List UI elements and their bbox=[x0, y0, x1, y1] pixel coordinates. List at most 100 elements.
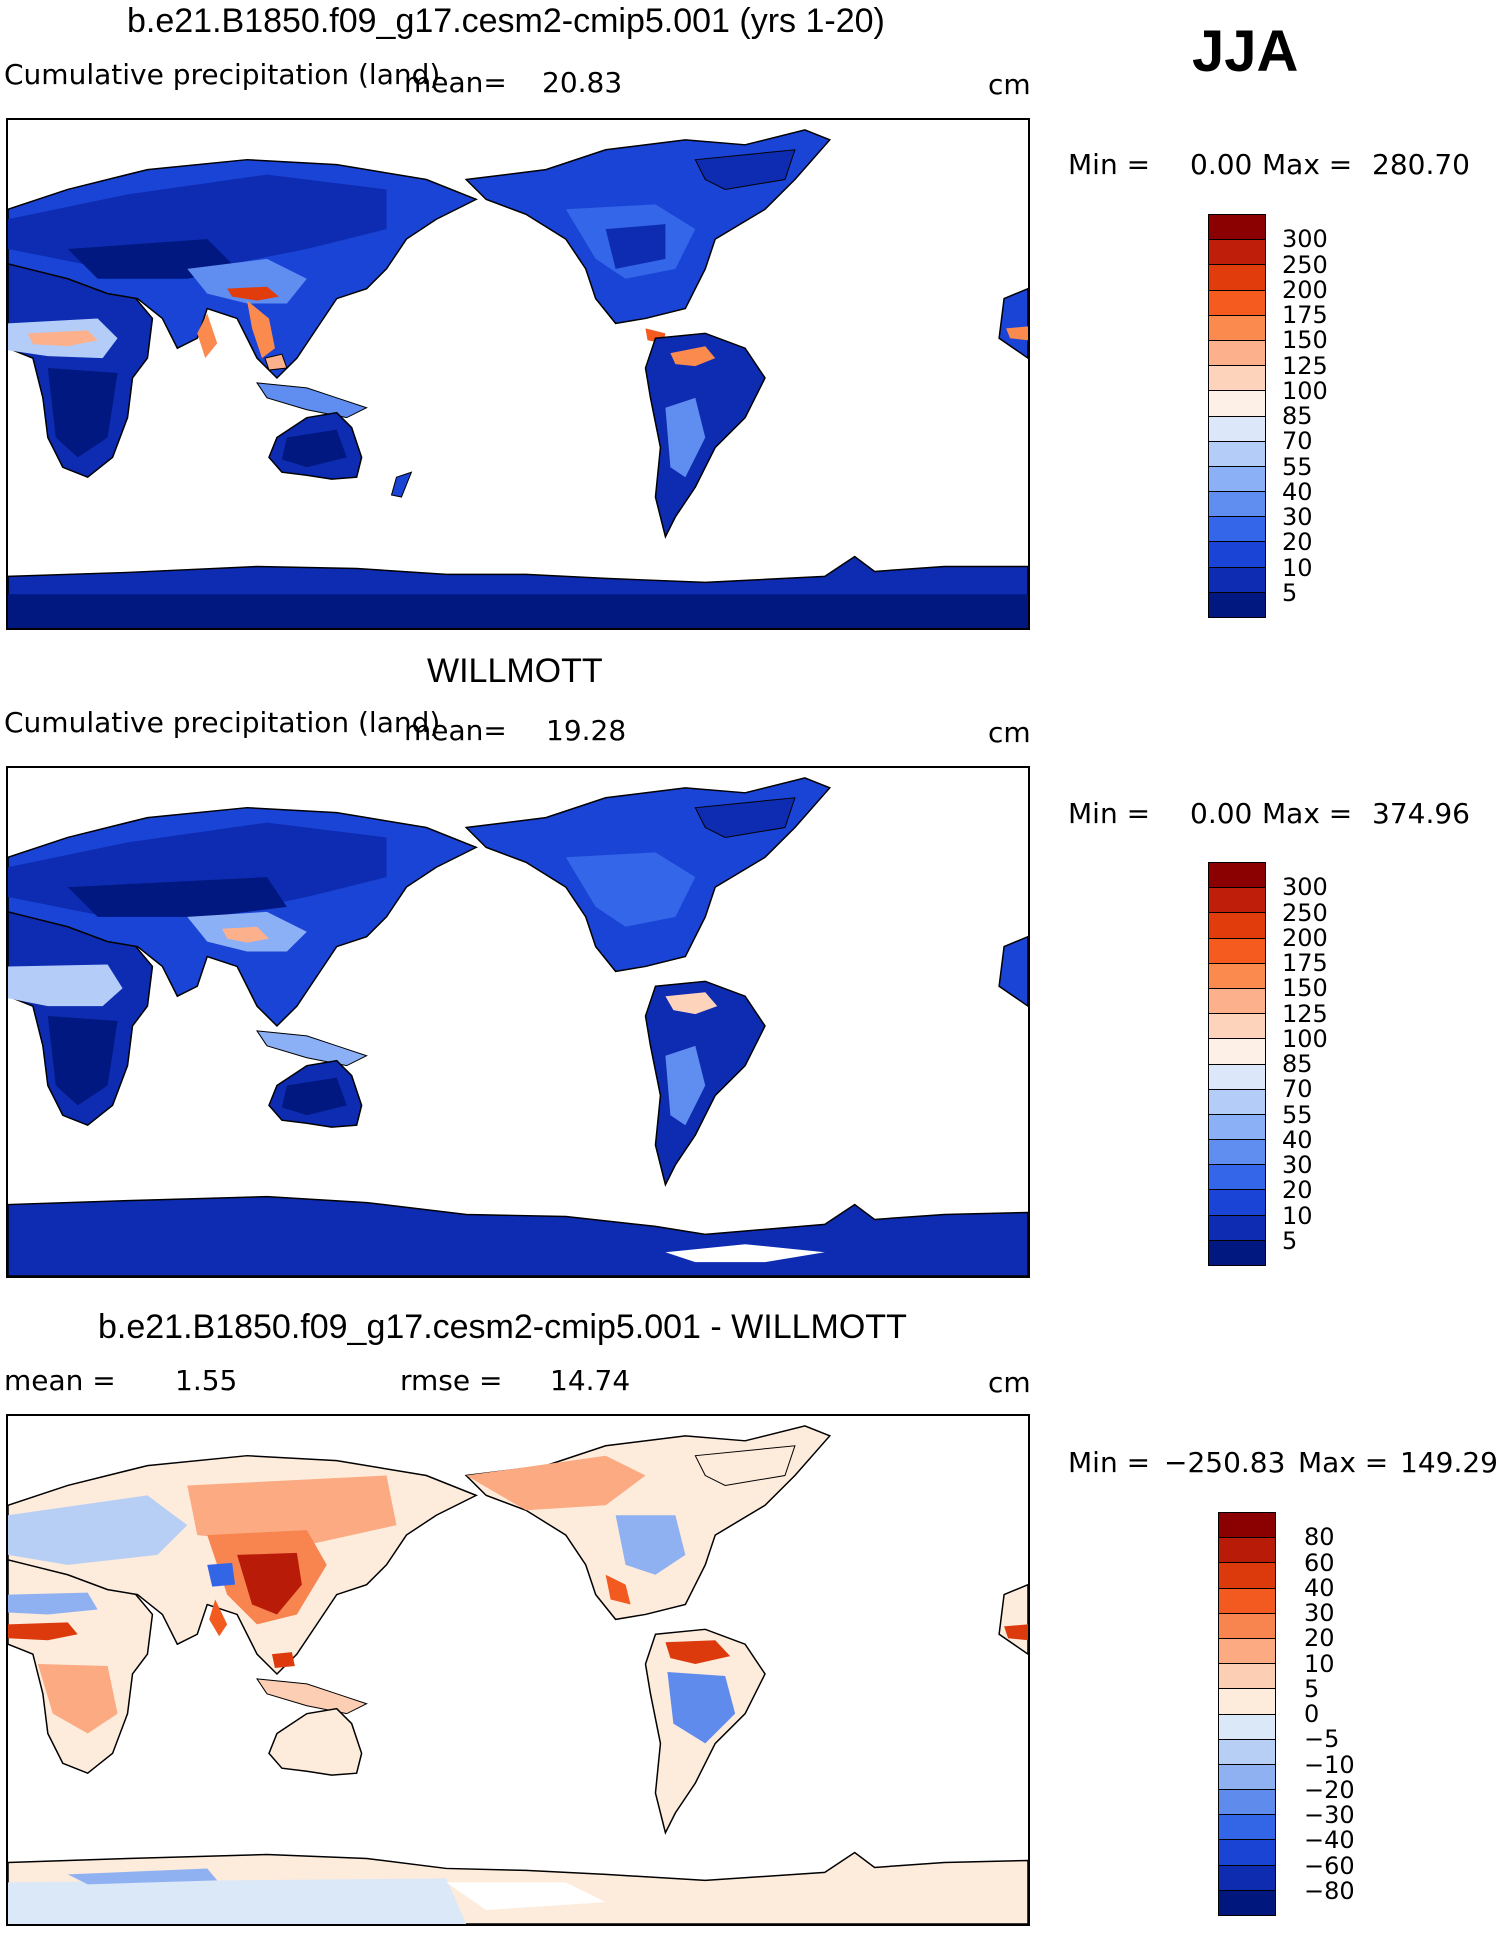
panel-1-max-value: 280.70 bbox=[1372, 148, 1470, 181]
colorbar-tick-label: 20 bbox=[1304, 1624, 1335, 1653]
colorbar-swatch bbox=[1209, 315, 1265, 341]
colorbar-swatch bbox=[1209, 1215, 1265, 1241]
season-label: JJA bbox=[1192, 19, 1299, 84]
colorbar-swatch bbox=[1209, 567, 1265, 593]
panel-3-mean-label: mean = bbox=[4, 1364, 116, 1397]
colorbar-tick-label: 30 bbox=[1282, 503, 1313, 531]
colorbar-swatch bbox=[1209, 542, 1265, 568]
colorbar-swatch bbox=[1219, 1638, 1275, 1665]
colorbar-swatch bbox=[1219, 1890, 1275, 1915]
colorbar-swatch bbox=[1209, 938, 1265, 964]
colorbar-swatch bbox=[1209, 265, 1265, 291]
colorbar-tick-label: −5 bbox=[1304, 1725, 1340, 1754]
colorbar-swatch bbox=[1219, 1689, 1275, 1715]
panel-3-min-value: −250.83 bbox=[1164, 1446, 1286, 1479]
colorbar-swatch bbox=[1209, 1190, 1265, 1216]
colorbar-tick-label: 125 bbox=[1282, 999, 1328, 1028]
colorbar-swatch bbox=[1219, 1513, 1275, 1539]
panel-2-mean-label: mean= bbox=[404, 714, 507, 747]
south-america bbox=[644, 332, 766, 539]
colorbar-tick-label: 125 bbox=[1282, 351, 1328, 380]
colorbar-swatch bbox=[1209, 215, 1265, 241]
colorbar-tick-label: 250 bbox=[1282, 898, 1328, 927]
panel-3-title: b.e21.B1850.f09_g17.cesm2-cmip5.001 - WI… bbox=[98, 1308, 907, 1346]
colorbar-swatch bbox=[1219, 1613, 1275, 1639]
colorbar-swatch bbox=[1209, 592, 1265, 617]
colorbar-tick-label: 200 bbox=[1282, 923, 1328, 952]
colorbar-swatch bbox=[1209, 340, 1265, 367]
colorbar-tick-label: −30 bbox=[1304, 1801, 1355, 1829]
colorbar-swatch bbox=[1219, 1588, 1275, 1614]
colorbar-swatch bbox=[1209, 366, 1265, 392]
colorbar-swatch bbox=[1219, 1764, 1275, 1791]
colorbar-swatch bbox=[1209, 1014, 1265, 1040]
colorbar-tick-label: 200 bbox=[1282, 275, 1328, 304]
colorbar-tick-label: −80 bbox=[1304, 1876, 1355, 1905]
panel-2-variable: Cumulative precipitation (land) bbox=[4, 706, 441, 739]
colorbar-swatch bbox=[1219, 1790, 1275, 1816]
colorbar-tick-label: 40 bbox=[1282, 477, 1313, 506]
colorbar-swatch bbox=[1219, 1538, 1275, 1564]
colorbar-tick-label: 5 bbox=[1282, 1226, 1298, 1255]
colorbar-tick-label: 5 bbox=[1282, 578, 1298, 607]
colorbar-tick-label: −60 bbox=[1304, 1851, 1355, 1880]
colorbar-tick-label: −10 bbox=[1304, 1750, 1355, 1779]
panel-3-rmse-label: rmse = bbox=[400, 1364, 503, 1397]
panel-1-variable: Cumulative precipitation (land) bbox=[4, 58, 441, 91]
panel-3-min-label: Min = bbox=[1068, 1446, 1151, 1479]
colorbar-swatch bbox=[1209, 963, 1265, 989]
panel-3-rmse-value: 14.74 bbox=[550, 1364, 631, 1397]
panel-1-max-label: Max = bbox=[1262, 148, 1353, 181]
colorbar-tick-label: 5 bbox=[1304, 1674, 1320, 1703]
panel-3-max-value: 149.29 bbox=[1400, 1446, 1498, 1479]
colorbar-tick-label: 10 bbox=[1282, 553, 1313, 582]
colorbar-swatch bbox=[1219, 1840, 1275, 1866]
colorbar-swatch bbox=[1209, 888, 1265, 914]
panel-2-mean-value: 19.28 bbox=[546, 714, 627, 747]
panel-2-title: WILLMOTT bbox=[427, 652, 603, 690]
colorbar-tick-label: −20 bbox=[1304, 1775, 1355, 1804]
colorbar-swatch bbox=[1209, 1089, 1265, 1115]
panel-1-map bbox=[6, 118, 1030, 630]
colorbar-tick-label: 100 bbox=[1282, 376, 1328, 405]
colorbar-tick-label: 150 bbox=[1282, 974, 1328, 1003]
colorbar-swatch bbox=[1209, 240, 1265, 266]
panel-2-units: cm bbox=[988, 716, 1031, 749]
colorbar-tick-label: 175 bbox=[1282, 301, 1328, 329]
panel-1-mean-label: mean= bbox=[404, 66, 507, 99]
panel-1-mean-value: 20.83 bbox=[542, 66, 623, 99]
colorbar-swatch bbox=[1219, 1865, 1275, 1891]
panel-3-map bbox=[6, 1414, 1030, 1926]
colorbar-tick-label: 55 bbox=[1282, 1100, 1313, 1129]
colorbar-swatch bbox=[1209, 290, 1265, 316]
colorbar-swatch bbox=[1219, 1739, 1275, 1765]
colorbar-tick-label: 100 bbox=[1282, 1024, 1328, 1053]
colorbar-swatch bbox=[1209, 913, 1265, 939]
colorbar-tick-label: 20 bbox=[1282, 1176, 1313, 1205]
colorbar-tick-label: 60 bbox=[1304, 1548, 1335, 1577]
colorbar-tick-label: 85 bbox=[1282, 1050, 1313, 1078]
colorbar-tick-label: −40 bbox=[1304, 1826, 1355, 1855]
colorbar-tick-label: 250 bbox=[1282, 250, 1328, 279]
panel-1-min-label: Min = bbox=[1068, 148, 1151, 181]
panel-2-min-value: 0.00 bbox=[1190, 797, 1253, 830]
colorbar-tick-label: 70 bbox=[1282, 427, 1313, 456]
colorbar-swatch bbox=[1209, 1039, 1265, 1065]
colorbar-tick-label: 40 bbox=[1282, 1125, 1313, 1154]
colorbar-swatch bbox=[1209, 466, 1265, 493]
colorbar-tick-label: 0 bbox=[1304, 1700, 1320, 1728]
colorbar-tick-label: 55 bbox=[1282, 452, 1313, 481]
colorbar-swatch bbox=[1209, 1165, 1265, 1191]
panel-1-colorbar bbox=[1208, 214, 1266, 618]
colorbar-swatch bbox=[1219, 1664, 1275, 1690]
colorbar-swatch bbox=[1209, 391, 1265, 417]
panel-1-title: b.e21.B1850.f09_g17.cesm2-cmip5.001 (yrs… bbox=[127, 2, 885, 40]
colorbar-swatch bbox=[1209, 441, 1265, 467]
panel-2-colorbar bbox=[1208, 862, 1266, 1266]
colorbar-tick-label: 150 bbox=[1282, 326, 1328, 355]
panel-3-units: cm bbox=[988, 1366, 1031, 1399]
colorbar-swatch bbox=[1209, 1240, 1265, 1265]
panel-2-max-label: Max = bbox=[1262, 797, 1353, 830]
colorbar-swatch bbox=[1219, 1815, 1275, 1841]
colorbar-swatch bbox=[1209, 863, 1265, 889]
